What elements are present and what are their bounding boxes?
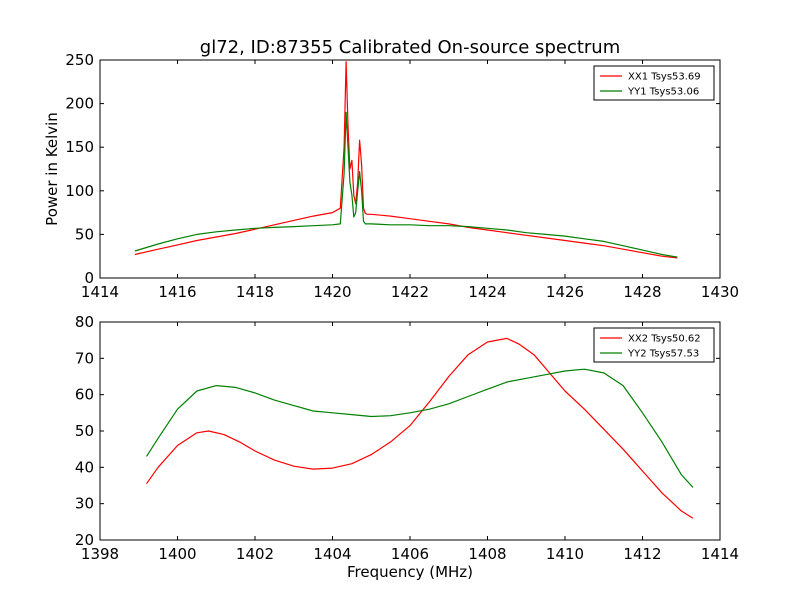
bottom-legend-box [593,327,715,363]
bottom-x-tick-label: 1400 [158,545,196,563]
top-x-tick-label: 1428 [623,283,661,301]
top-x-tick-label: 1416 [158,283,196,301]
top-legend-label-2: YY1 Tsys53.06 [627,87,699,98]
top-y-tick-label: 0 [84,269,94,287]
top-series-line-2 [134,111,678,258]
bottom-y-tick-label: 50 [75,422,94,440]
top-x-tick-label: 1430 [701,283,739,301]
bottom-series-line-2 [145,368,694,488]
bottom-y-tick-label: 20 [75,531,94,549]
bottom-y-tick-label: 80 [75,313,94,331]
top-y-tick-label: 50 [75,225,94,243]
top-x-tick-label: 1414 [81,283,119,301]
bottom-y-tick-label: 30 [75,495,94,513]
bottom-x-tick-label: 1412 [623,545,661,563]
top-panel: 1414 1416 1418 1420 1422 1424 1426 1428 1430 0 50 1… [65,51,739,301]
bottom-x-tick-label: 1406 [391,545,429,563]
top-x-tick-label: 1418 [236,283,274,301]
top-x-tick-label: 1424 [468,283,506,301]
bottom-legend: XX2 Tsys50.62 YY2 Tsys57.53 [593,327,715,363]
top-series-line-1 [134,61,678,259]
bottom-x-tick-label: 1414 [701,545,739,563]
top-y-tick-label: 250 [65,51,94,69]
bottom-y-tick-label: 40 [75,458,94,476]
top-y-tick-label: 200 [65,95,94,113]
top-x-tick-label: 1426 [546,283,584,301]
top-legend: XX1 Tsys53.69 YY1 Tsys53.06 [593,65,715,101]
bottom-legend-label-1: XX2 Tsys50.62 [628,334,701,345]
chart-title: gl72, ID:87355 Calibrated On-source spec… [200,37,620,58]
bottom-x-tick-label: 1402 [236,545,274,563]
top-y-tick-label: 150 [65,138,94,156]
top-legend-box [593,65,715,101]
bottom-y-tick-label: 70 [75,349,94,367]
bottom-series-line-1 [146,337,694,519]
bottom-panel: 1398 1400 1402 1404 1406 1408 1410 1412 1414 20 30… [75,313,739,563]
top-legend-label-1: XX1 Tsys53.69 [628,72,701,83]
bottom-legend-label-2: YY2 Tsys57.53 [627,349,699,360]
bottom-x-tick-label: 1408 [468,545,506,563]
bottom-x-tick-label: 1410 [546,545,584,563]
top-x-tick-label: 1420 [313,283,351,301]
top-y-tick-label: 100 [65,182,94,200]
top-x-tick-label: 1422 [391,283,429,301]
bottom-y-tick-label: 60 [75,386,94,404]
bottom-x-tick-label: 1404 [313,545,351,563]
bottom-x-tick-label: 1398 [81,545,119,563]
top-y-axis-label: Power in Kelvin [43,112,61,226]
bottom-x-axis-label: Frequency (MHz) [347,563,473,581]
